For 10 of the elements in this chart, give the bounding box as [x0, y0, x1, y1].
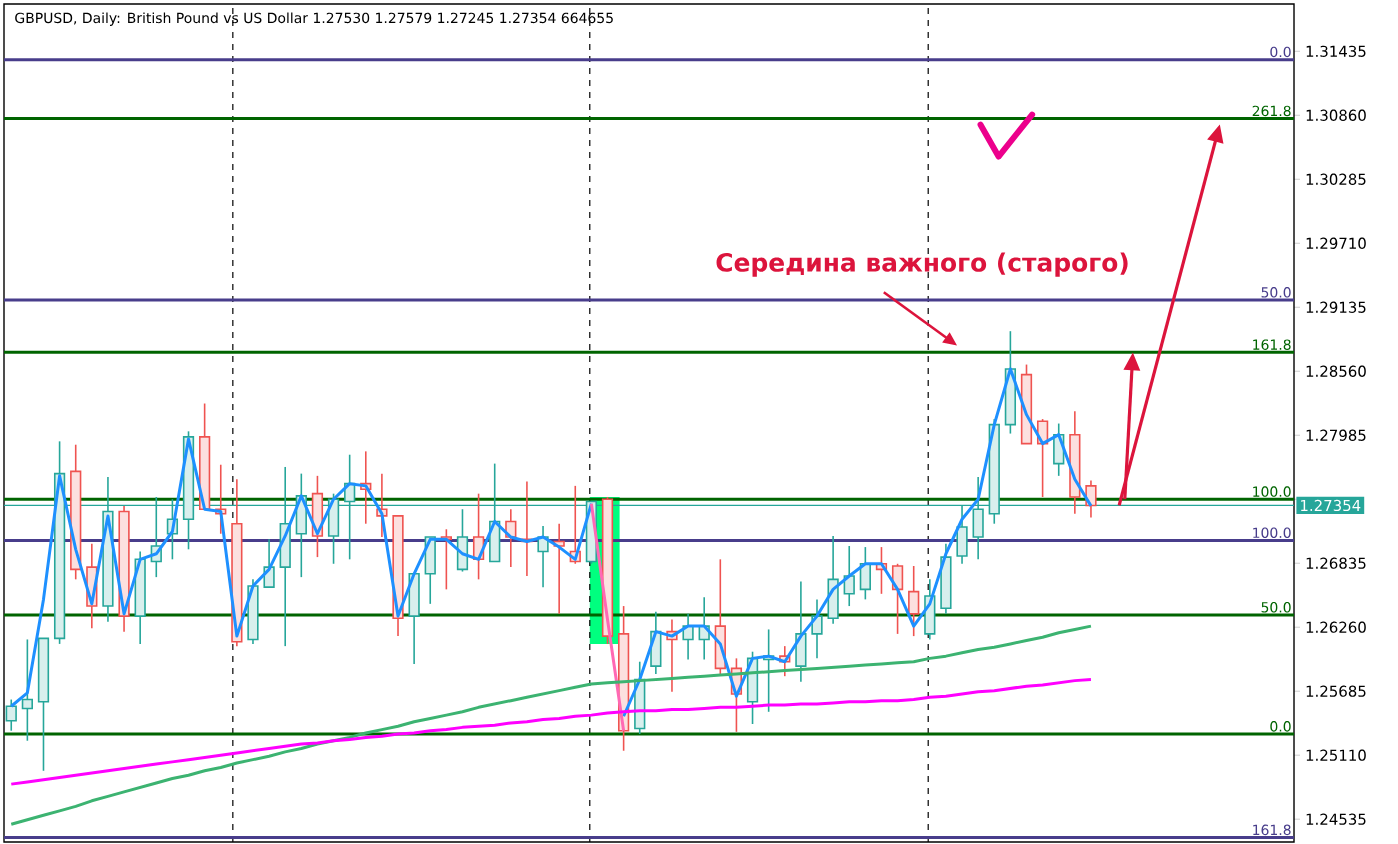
candlestick: [843, 545, 855, 607]
candlestick: [408, 572, 420, 665]
candlestick: [263, 538, 275, 588]
candlestick: [21, 638, 33, 742]
candlestick: [908, 565, 920, 637]
candlestick: [795, 580, 807, 683]
candlestick: [811, 598, 823, 660]
candlestick: [827, 535, 839, 625]
annotation: Середина важного (старого): [716, 252, 1128, 277]
candlestick: [5, 698, 17, 732]
